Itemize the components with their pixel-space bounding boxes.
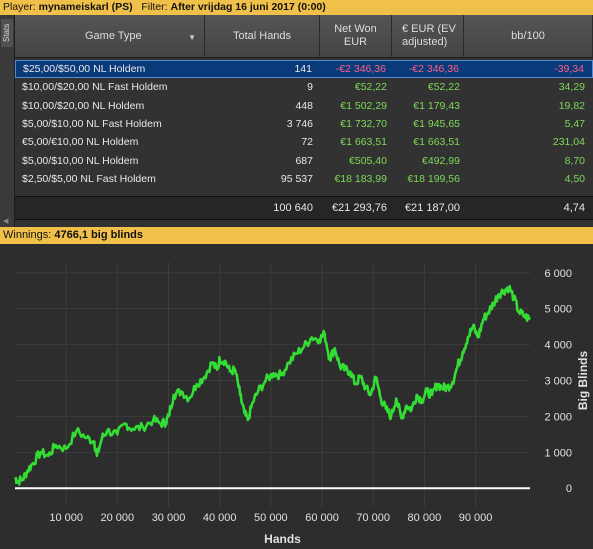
ev-adjusted-cell: €1 663,51 [413, 136, 460, 149]
ev-adjusted-cell: €1 179,43 [413, 99, 460, 112]
game-type-cell: $2,50/$5,00 NL Fast Holdem [22, 172, 156, 185]
y-tick-label: 1 000 [544, 447, 572, 459]
table-row[interactable]: €5,00/€10,00 NL Holdem 72 €1 663,51 €1 663,… [15, 133, 593, 151]
bb100-cell: 34,29 [558, 81, 585, 94]
game-type-cell: $10,00/$20,00 NL Fast Holdem [22, 81, 168, 94]
net-won-header-label: Net Won EUR [334, 23, 377, 48]
game-type-cell: $25,00/$50,00 NL Holdem [23, 63, 146, 75]
y-tick-label: 3 000 [544, 376, 572, 388]
winnings-bar: Winnings: 4766,1 big blinds [0, 227, 593, 244]
table-row[interactable]: $5,00/$10,00 NL Fast Holdem 3 746 €1 732,7… [15, 115, 593, 133]
chart-background [0, 244, 593, 549]
bb100-cell: 5,47 [564, 117, 585, 130]
ev-header-label: € EUR (EV adjusted) [402, 23, 456, 48]
total-hands-header-label: Total Hands [232, 29, 292, 42]
x-tick-label: 30 000 [152, 512, 186, 524]
total-ev-value: €21 187,00 [404, 202, 460, 214]
table-header: Game Type ▼ Total Hands Net Won EUR € EUR… [15, 15, 593, 58]
filter-label: Filter: [141, 1, 168, 13]
winnings-label: Winnings: [3, 229, 52, 241]
table-row[interactable]: $5,00/$10,00 NL Holdem 687 €505,40 €492,99 8… [15, 152, 593, 170]
total-bb100-value: 4,74 [563, 202, 585, 214]
x-axis-label: Hands [264, 532, 301, 546]
game-type-cell: $5,00/$10,00 NL Fast Holdem [22, 117, 162, 130]
net-won-cell: €1 663,51 [340, 136, 387, 149]
x-tick-label: 40 000 [203, 512, 237, 524]
net-won-cell: €1 732,70 [340, 117, 387, 130]
stats-tab-label[interactable]: Stats [1, 19, 13, 47]
column-header-ev-adjusted[interactable]: € EUR (EV adjusted) [392, 15, 464, 57]
ev-adjusted-cell: €52,22 [427, 81, 460, 94]
game-type-header-label: Game Type [85, 29, 142, 42]
ev-adjusted-cell: €1 945,65 [413, 117, 460, 130]
total-hands-cell: 95 537 [280, 172, 313, 185]
filter-bar: Player: mynameiskarl (PS) Filter: After … [0, 0, 593, 15]
column-header-total-hands[interactable]: Total Hands [205, 15, 320, 57]
total-hands-cell: 72 [301, 136, 313, 149]
x-tick-label: 50 000 [254, 512, 288, 524]
game-type-cell: $10,00/$20,00 NL Holdem [22, 99, 145, 112]
net-won-cell: -€2 346,36 [335, 63, 386, 75]
y-tick-label: 0 [566, 483, 572, 495]
bb100-cell: 19,82 [558, 99, 585, 112]
filter-value[interactable]: After vrijdag 16 juni 2017 (0:00) [170, 1, 326, 13]
dropdown-arrow-icon[interactable]: ▼ [188, 33, 196, 42]
game-type-cell: €5,00/€10,00 NL Holdem [22, 136, 139, 149]
column-header-game-type[interactable]: Game Type ▼ [15, 15, 205, 57]
table-row[interactable]: $2,50/$5,00 NL Fast Holdem 95 537 €18 183,… [15, 170, 593, 188]
table-row[interactable]: $10,00/$20,00 NL Fast Holdem 9 €52,22 €52,2… [15, 78, 593, 96]
column-header-net-won[interactable]: Net Won EUR [320, 15, 392, 57]
bb100-cell: 8,70 [564, 154, 585, 167]
total-hands-cell: 448 [295, 99, 313, 112]
x-tick-label: 10 000 [49, 512, 83, 524]
totals-row: 100 640 €21 293,76 €21 187,00 4,74 [15, 196, 593, 220]
total-hands-cell: 141 [294, 63, 312, 75]
winnings-chart: 10 000 20 000 30 000 40 000 50 000 60 000 70 0… [0, 244, 593, 549]
column-header-bb100[interactable]: bb/100 [464, 15, 593, 57]
stats-side-tab[interactable]: Stats ◀ [0, 15, 15, 227]
bb100-cell: 4,50 [564, 172, 585, 185]
winnings-value: 4766,1 big blinds [54, 229, 143, 241]
net-won-cell: €18 183,99 [334, 172, 387, 185]
y-tick-label: 6 000 [544, 268, 572, 280]
net-won-cell: €1 502,29 [340, 99, 387, 112]
x-tick-label: 20 000 [101, 512, 135, 524]
total-net-value: €21 293,76 [331, 202, 387, 214]
ev-adjusted-cell: €18 199,56 [407, 172, 460, 185]
x-tick-label: 60 000 [305, 512, 339, 524]
total-hands-cell: 3 746 [286, 117, 313, 130]
table-row[interactable]: $25,00/$50,00 NL Holdem 141 -€2 346,36 -€2 … [15, 60, 593, 78]
y-tick-label: 5 000 [544, 304, 572, 316]
net-won-cell: €52,22 [354, 81, 387, 94]
ev-adjusted-cell: -€2 346,36 [408, 63, 459, 75]
x-tick-label: 90 000 [459, 512, 493, 524]
total-hands-cell: 9 [307, 81, 313, 94]
winnings-line [13, 285, 532, 486]
collapse-arrow-icon[interactable]: ◀ [3, 218, 9, 225]
total-hands-cell: 687 [295, 154, 313, 167]
bb100-cell: -39,34 [554, 63, 584, 75]
ev-adjusted-cell: €492,99 [422, 154, 460, 167]
x-tick-label: 80 000 [408, 512, 442, 524]
game-type-cell: $5,00/$10,00 NL Holdem [22, 154, 139, 167]
net-won-cell: €505,40 [349, 154, 387, 167]
stats-table: Game Type ▼ Total Hands Net Won EUR € EUR… [15, 15, 593, 227]
bb100-cell: 231,04 [552, 136, 585, 149]
table-row[interactable]: $10,00/$20,00 NL Holdem 448 €1 502,29 €1 17… [15, 97, 593, 115]
y-tick-label: 4 000 [544, 340, 572, 352]
x-tick-label: 70 000 [356, 512, 390, 524]
y-axis-label: Big Blinds [576, 351, 590, 411]
total-hands-value: 100 640 [273, 202, 313, 214]
bb100-header-label: bb/100 [511, 29, 545, 42]
player-label: Player: [3, 1, 36, 13]
y-tick-label: 2 000 [544, 411, 572, 423]
player-value[interactable]: mynameiskarl (PS) [38, 1, 133, 13]
